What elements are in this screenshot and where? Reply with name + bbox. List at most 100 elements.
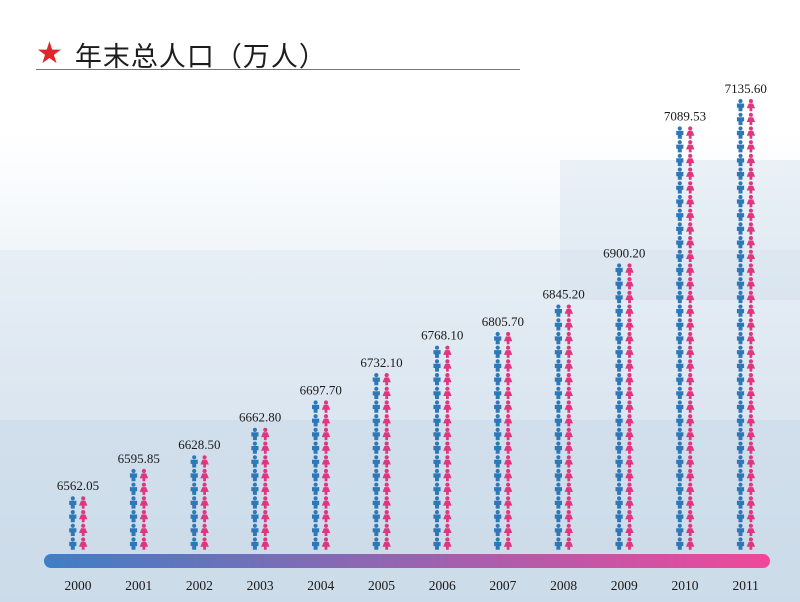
male-figure-icon [615, 290, 623, 304]
female-figure-icon [503, 482, 513, 495]
female-figure-icon [503, 455, 513, 468]
female-figure-icon [746, 523, 756, 536]
male-figure-icon [736, 304, 745, 317]
male-figure-icon [554, 400, 562, 413]
male-figure-icon [615, 468, 623, 482]
female-figure-icon [686, 482, 695, 495]
male-figure-icon [736, 345, 745, 358]
male-figure-icon [433, 523, 441, 536]
male-figure-icon [554, 373, 562, 386]
female-figure-icon [200, 468, 209, 482]
male-figure-icon [676, 318, 684, 331]
male-figure-icon [312, 455, 320, 468]
female-figure-icon [686, 304, 695, 317]
female-figure-icon [746, 537, 756, 550]
male-figure-icon [736, 222, 745, 235]
male-figure-icon [554, 414, 562, 427]
male-figure-icon [372, 400, 380, 413]
male-figure-icon [676, 126, 684, 139]
male-figure-icon [494, 345, 502, 358]
male-figure-icon [372, 386, 380, 399]
female-figure-icon [261, 537, 270, 550]
female-figure-icon [746, 140, 756, 153]
male-figure-icon [69, 537, 77, 550]
male-figure-icon [615, 455, 623, 468]
female-figure-icon [625, 496, 634, 509]
female-figure-icon [261, 482, 270, 495]
male-figure-icon [676, 181, 684, 194]
population-bar-2000 [69, 496, 88, 550]
value-label: 7089.53 [664, 108, 706, 123]
female-figure-icon [564, 496, 573, 509]
female-figure-icon [139, 509, 149, 523]
female-figure-icon [200, 455, 209, 468]
female-figure-icon [564, 373, 573, 386]
male-figure-icon [129, 482, 138, 495]
female-figure-icon [200, 523, 209, 536]
male-figure-icon [190, 455, 198, 468]
male-figure-icon [736, 537, 745, 550]
value-label: 7135.60 [725, 81, 767, 96]
male-figure-icon [736, 99, 745, 112]
female-figure-icon [746, 222, 756, 235]
female-figure-icon [139, 537, 149, 550]
female-figure-icon [443, 345, 452, 358]
male-figure-icon [433, 537, 441, 550]
female-figure-icon [382, 509, 391, 523]
female-figure-icon [686, 523, 695, 536]
male-figure-icon [615, 331, 623, 345]
female-figure-icon [79, 496, 88, 509]
male-figure-icon [433, 468, 441, 482]
male-figure-icon [312, 414, 320, 427]
male-figure-icon [372, 509, 380, 523]
female-figure-icon [261, 427, 270, 441]
female-figure-icon [261, 496, 270, 509]
female-figure-icon [625, 304, 634, 317]
male-figure-icon [615, 345, 623, 358]
female-figure-icon [746, 236, 756, 249]
population-bar-2005 [372, 373, 391, 550]
male-figure-icon [433, 509, 441, 523]
female-figure-icon [503, 509, 513, 523]
male-figure-icon [676, 468, 684, 482]
female-figure-icon [382, 414, 391, 427]
female-figure-icon [443, 523, 452, 536]
male-figure-icon [312, 482, 320, 495]
year-tick-label: 2011 [732, 578, 759, 593]
female-figure-icon [382, 400, 391, 413]
male-figure-icon [554, 468, 562, 482]
male-figure-icon [251, 427, 259, 441]
female-figure-icon [382, 482, 391, 495]
female-figure-icon [686, 153, 695, 167]
female-figure-icon [746, 331, 756, 345]
male-figure-icon [676, 167, 684, 180]
female-figure-icon [746, 181, 756, 194]
male-figure-icon [736, 167, 745, 180]
male-figure-icon [494, 400, 502, 413]
female-figure-icon [382, 386, 391, 399]
male-figure-icon [736, 496, 745, 509]
female-figure-icon [200, 537, 209, 550]
female-figure-icon [564, 537, 573, 550]
male-figure-icon [676, 537, 684, 550]
male-figure-icon [615, 537, 623, 550]
female-figure-icon [200, 482, 209, 495]
female-figure-icon [382, 441, 391, 454]
male-figure-icon [736, 290, 745, 304]
male-figure-icon [312, 441, 320, 454]
year-axis-bar [44, 554, 770, 568]
female-figure-icon [746, 386, 756, 399]
female-figure-icon [443, 373, 452, 386]
male-figure-icon [494, 373, 502, 386]
male-figure-icon [736, 112, 745, 125]
female-figure-icon [746, 112, 756, 125]
male-figure-icon [615, 263, 623, 276]
male-figure-icon [676, 236, 684, 249]
female-figure-icon [321, 441, 331, 454]
male-figure-icon [312, 400, 320, 413]
female-figure-icon [443, 359, 452, 372]
male-figure-icon [615, 414, 623, 427]
year-tick-label: 2008 [550, 578, 577, 593]
female-figure-icon [139, 496, 149, 509]
male-figure-icon [554, 482, 562, 495]
